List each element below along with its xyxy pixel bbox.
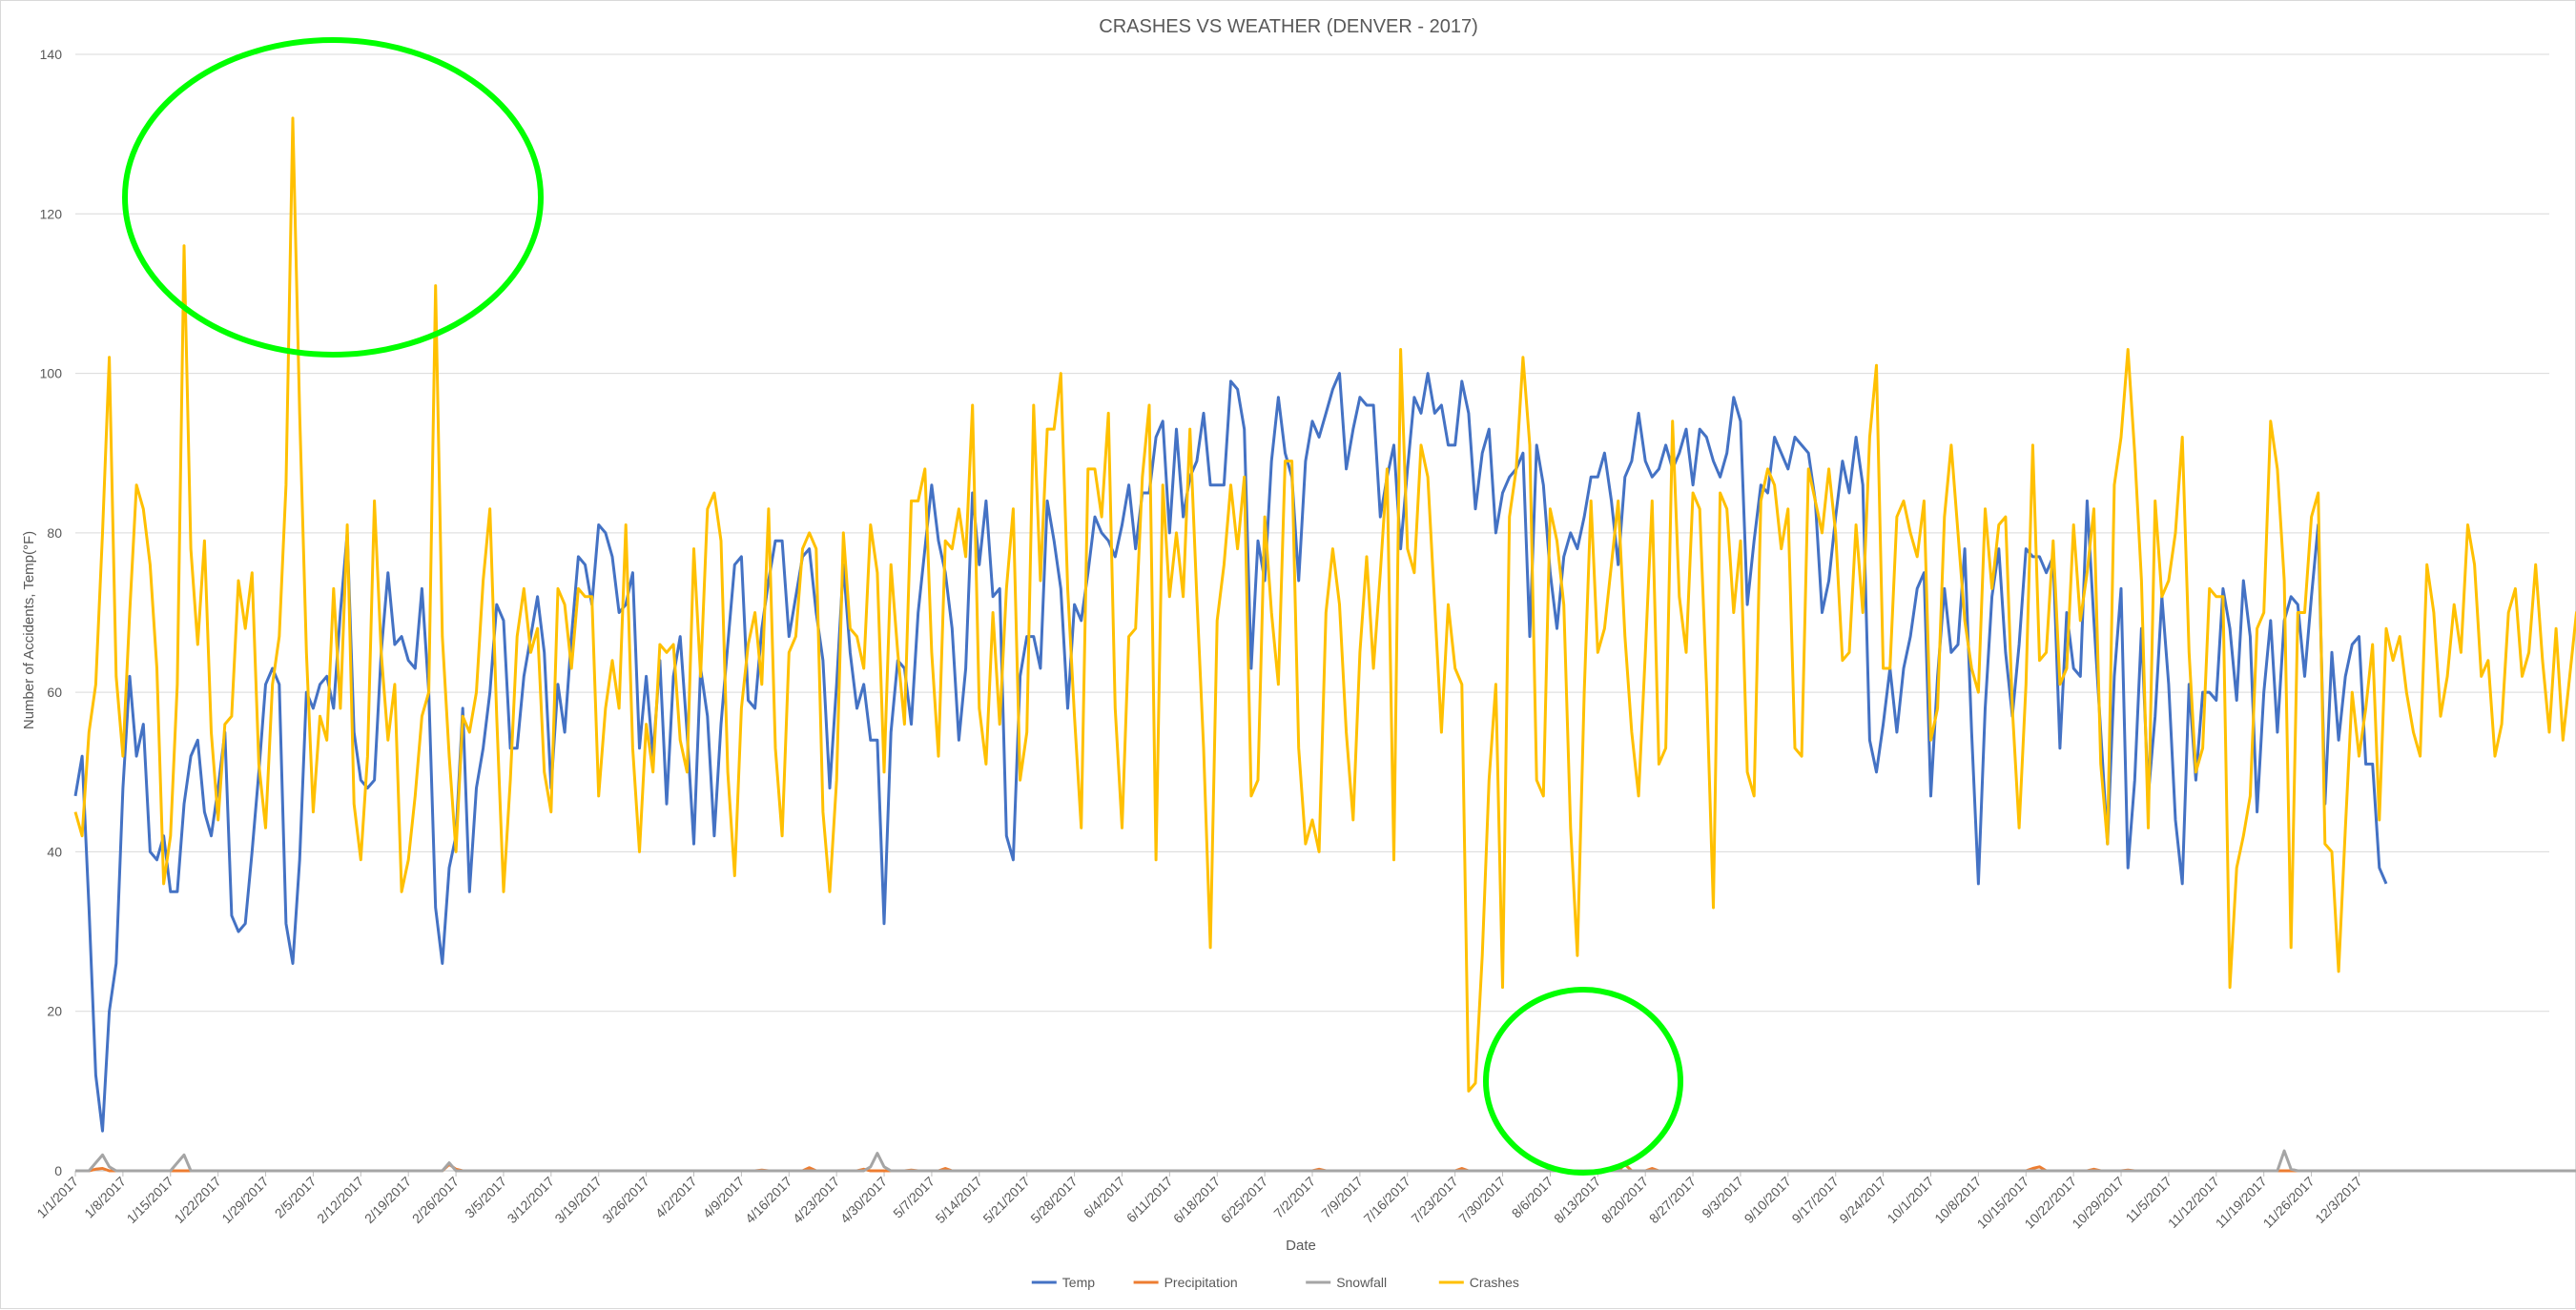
x-tick-label: 6/4/2017 — [1081, 1174, 1128, 1221]
y-axis-ticks: 0 20 40 60 80 100 120 140 — [40, 47, 63, 1178]
y-tick-label: 0 — [54, 1163, 62, 1178]
x-tick-label: 4/30/2017 — [837, 1174, 891, 1227]
legend: Temp Precipitation Snowfall Crashes — [1031, 1275, 1519, 1290]
x-tick-label: 1/15/2017 — [124, 1174, 177, 1227]
y-tick-label: 60 — [47, 685, 62, 700]
chart-title: CRASHES VS WEATHER (DENVER - 2017) — [1099, 16, 1478, 37]
x-tick-label: 4/16/2017 — [742, 1174, 795, 1227]
x-tick-label: 5/7/2017 — [890, 1174, 938, 1221]
x-tick-label: 5/21/2017 — [979, 1174, 1033, 1227]
x-tick-label: 1/8/2017 — [81, 1174, 129, 1221]
x-tick-label: 3/19/2017 — [551, 1174, 605, 1227]
x-tick-label: 8/27/2017 — [1646, 1174, 1700, 1227]
x-tick-label: 1/29/2017 — [218, 1174, 272, 1227]
x-tick-label: 7/2/2017 — [1270, 1174, 1318, 1221]
x-tick-label: 7/23/2017 — [1408, 1174, 1461, 1227]
x-tick-label: 8/6/2017 — [1509, 1174, 1556, 1221]
y-tick-label: 80 — [47, 525, 62, 541]
x-tick-label: 6/25/2017 — [1218, 1174, 1271, 1227]
series-line-crashes — [73, 116, 2576, 1093]
x-tick-label: 12/3/2017 — [2312, 1174, 2365, 1227]
x-tick-label: 1/22/2017 — [171, 1174, 224, 1227]
x-tick-label: 9/3/2017 — [1699, 1174, 1746, 1221]
x-tick-label: 4/9/2017 — [700, 1174, 748, 1221]
gridlines — [75, 53, 2549, 1172]
x-tick-label: 6/11/2017 — [1123, 1174, 1176, 1226]
x-tick-label: 5/28/2017 — [1027, 1174, 1081, 1227]
y-tick-label: 140 — [40, 47, 63, 62]
highlight-circle — [122, 37, 544, 358]
annotations — [122, 37, 1683, 1176]
x-tick-label: 7/30/2017 — [1455, 1174, 1509, 1227]
x-tick-label: 4/2/2017 — [652, 1174, 700, 1221]
x-tick-label: 3/26/2017 — [599, 1174, 652, 1227]
x-tick-label: 11/26/2017 — [2260, 1174, 2318, 1231]
y-tick-label: 20 — [47, 1004, 62, 1019]
x-tick-label: 9/17/2017 — [1788, 1174, 1842, 1227]
x-tick-label: 2/26/2017 — [409, 1174, 463, 1227]
legend-label: Precipitation — [1164, 1275, 1238, 1290]
series-line-snowfall — [75, 1149, 2576, 1173]
y-tick-label: 100 — [40, 366, 63, 381]
x-tick-label: 1/1/2017 — [33, 1174, 81, 1221]
legend-label: Crashes — [1470, 1275, 1519, 1290]
x-axis-ticks: 1/1/2017 1/8/20171/15/20171/22/20171/29/2… — [33, 1171, 2365, 1232]
y-tick-label: 40 — [47, 844, 62, 859]
legend-label: Snowfall — [1336, 1275, 1387, 1290]
x-tick-label: 2/19/2017 — [361, 1174, 415, 1227]
x-tick-label: 8/13/2017 — [1551, 1174, 1604, 1227]
x-tick-label: 5/14/2017 — [933, 1174, 986, 1227]
highlight-circle — [1483, 987, 1683, 1176]
x-tick-label: 9/10/2017 — [1741, 1174, 1795, 1227]
x-tick-label: 7/16/2017 — [1361, 1174, 1414, 1227]
x-tick-label: 10/1/2017 — [1884, 1174, 1937, 1227]
x-tick-label: 6/18/2017 — [1170, 1174, 1224, 1227]
x-axis-title: Date — [1286, 1238, 1316, 1254]
x-tick-label: 2/5/2017 — [272, 1174, 319, 1221]
x-tick-label: 3/12/2017 — [505, 1174, 558, 1227]
x-tick-label: 2/12/2017 — [314, 1174, 367, 1227]
x-tick-label: 8/20/2017 — [1598, 1174, 1652, 1227]
x-tick-label: 10/29/2017 — [2069, 1174, 2127, 1232]
y-axis-title: Number of Accidents, Temp(°F) — [21, 531, 37, 729]
plot-series — [73, 116, 2576, 1173]
x-tick-label: 7/9/2017 — [1318, 1174, 1366, 1221]
x-tick-label: 9/24/2017 — [1836, 1174, 1889, 1227]
y-tick-label: 120 — [40, 206, 63, 221]
x-tick-label: 3/5/2017 — [462, 1174, 509, 1221]
legend-label: Temp — [1062, 1275, 1095, 1290]
x-tick-label: 4/23/2017 — [790, 1174, 843, 1227]
